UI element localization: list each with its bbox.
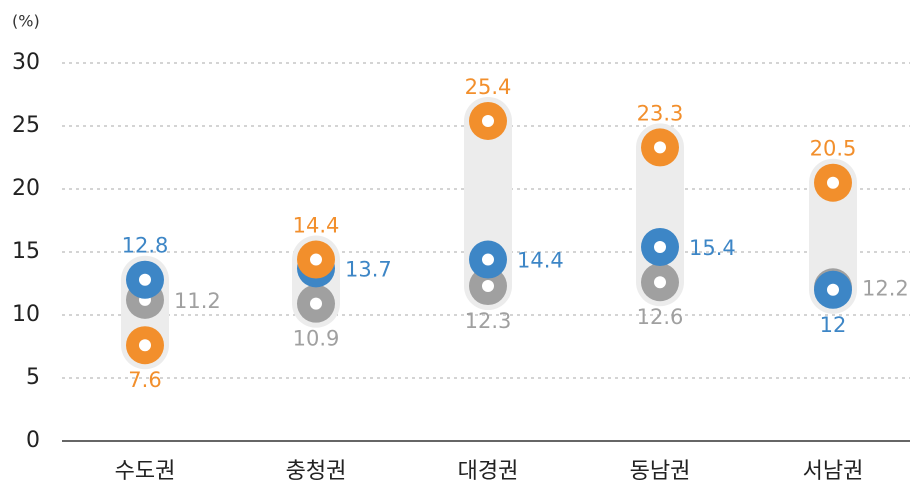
data-label: 12: [820, 313, 847, 337]
dot-center: [654, 141, 666, 154]
x-tick-label: 대경권: [458, 459, 519, 484]
data-label: 13.7: [345, 257, 392, 281]
dot-center: [482, 280, 494, 293]
data-label: 23.3: [637, 101, 684, 125]
dot-center: [310, 253, 322, 266]
x-tick-label: 충청권: [286, 459, 347, 484]
dot-center: [139, 339, 151, 352]
x-tick-label: 동남권: [630, 459, 691, 484]
data-label: 12.3: [465, 309, 512, 333]
data-label: 14.4: [293, 214, 340, 238]
y-tick-label: 0: [26, 428, 40, 453]
data-label: 20.5: [810, 137, 857, 161]
data-label: 11.2: [174, 289, 221, 313]
y-tick-label: 25: [12, 113, 40, 138]
y-tick-label: 10: [12, 302, 40, 327]
data-label: 14.4: [517, 249, 564, 273]
data-label: 15.4: [689, 236, 736, 260]
y-tick-label: 15: [12, 239, 40, 264]
dot-center: [827, 176, 839, 189]
y-tick-label: 20: [12, 176, 40, 201]
dot-center: [482, 114, 494, 127]
data-label: 12.2: [862, 276, 909, 300]
dot-center: [654, 240, 666, 253]
dot-center: [827, 283, 839, 296]
data-label: 7.6: [128, 368, 161, 392]
x-tick-label: 서남권: [803, 459, 864, 484]
data-label: 12.8: [122, 234, 169, 258]
unit-label: (%): [12, 12, 40, 31]
dot-center: [654, 276, 666, 289]
y-tick-label: 30: [12, 50, 40, 75]
data-label: 12.6: [637, 305, 684, 329]
dot-center: [139, 273, 151, 286]
dot-center: [482, 253, 494, 266]
data-label: 25.4: [465, 75, 512, 99]
dot-center: [310, 297, 322, 310]
y-tick-label: 5: [26, 365, 40, 390]
x-tick-label: 수도권: [115, 459, 176, 484]
data-label: 10.9: [293, 327, 340, 351]
